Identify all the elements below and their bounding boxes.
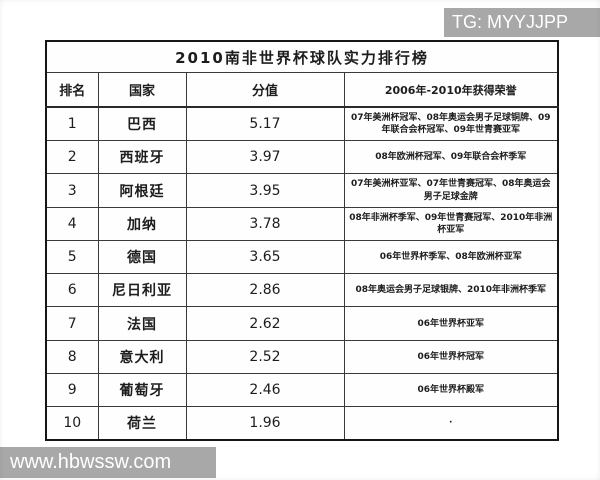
country-cell: 尼日利亚 (97, 273, 187, 308)
country-cell: 阿根廷 (97, 173, 187, 208)
table-row: 4 加纳 3.78 08年非洲杯季军、09年世青赛冠军、2010年非洲杯亚军 (45, 206, 559, 241)
watermark-top-text: TG: MYYJJPP (452, 12, 569, 32)
watermark-top-right: TG: MYYJJPP (444, 8, 600, 37)
country-cell: 意大利 (97, 339, 187, 374)
table-row: 2 西班牙 3.97 08年欧洲杯冠军、09年联合会杯季军 (45, 140, 559, 175)
table-row: 9 葡萄牙 2.46 06年世界杯殿军 (45, 372, 559, 408)
rank-cell: 4 (45, 206, 99, 241)
honors-cell: 07年美洲杯冠军、08年奥运会男子足球铜牌、09年联合会杯冠军、09年世青赛亚军 (343, 106, 559, 142)
honors-cell: 08年奥运会男子足球银牌、2010年非洲杯季军 (343, 273, 559, 308)
rank-cell: 10 (45, 406, 99, 441)
table-row: 7 法国 2.62 06年世界杯亚军 (45, 306, 559, 341)
watermark-bottom-text: www.hbwssw.com (10, 451, 172, 473)
table-row: 5 德国 3.65 06年世界杯季军、08年欧洲杯亚军 (45, 239, 559, 275)
country-cell: 西班牙 (97, 140, 187, 175)
country-cell: 加纳 (97, 206, 187, 241)
score-cell: 2.46 (185, 372, 345, 408)
score-cell: 3.65 (185, 239, 345, 275)
column-header-honors: 2006年-2010年获得荣誉 (343, 72, 559, 109)
rank-cell: 5 (45, 239, 99, 275)
rank-cell: 3 (45, 173, 99, 208)
honors-cell: 06年世界杯亚军 (343, 306, 559, 341)
table-title: 2010南非世界杯球队实力排行榜 (45, 40, 559, 74)
rank-cell: 8 (45, 339, 99, 374)
country-cell: 德国 (97, 239, 187, 275)
table-row: 6 尼日利亚 2.86 08年奥运会男子足球银牌、2010年非洲杯季军 (45, 273, 559, 308)
honors-cell: 06年世界杯冠军 (343, 339, 559, 374)
score-cell: 2.52 (185, 339, 345, 374)
table-title-row: 2010南非世界杯球队实力排行榜 (45, 40, 559, 74)
score-cell: 5.17 (185, 106, 345, 142)
table-row: 8 意大利 2.52 06年世界杯冠军 (45, 339, 559, 374)
ranking-table: 2010南非世界杯球队实力排行榜 排名 国家 分值 2006年-2010年获得荣… (45, 40, 559, 441)
watermark-bottom-left: www.hbwssw.com (0, 447, 216, 478)
column-header-country: 国家 (97, 72, 187, 109)
table-row: 10 荷兰 1.96 · (45, 406, 559, 441)
score-cell: 3.78 (185, 206, 345, 241)
table-header-row: 排名 国家 分值 2006年-2010年获得荣誉 (45, 72, 559, 109)
rank-cell: 9 (45, 372, 99, 408)
score-cell: 3.95 (185, 173, 345, 208)
column-header-score: 分值 (185, 72, 345, 109)
honors-cell: 06年世界杯季军、08年欧洲杯亚军 (343, 239, 559, 275)
column-header-rank: 排名 (45, 72, 99, 109)
country-cell: 法国 (97, 306, 187, 341)
score-cell: 2.86 (185, 273, 345, 308)
rank-cell: 7 (45, 306, 99, 341)
country-cell: 巴西 (97, 106, 187, 142)
rank-cell: 6 (45, 273, 99, 308)
country-cell: 葡萄牙 (97, 372, 187, 408)
honors-cell: · (343, 406, 559, 441)
honors-cell: 08年欧洲杯冠军、09年联合会杯季军 (343, 140, 559, 175)
table-row: 3 阿根廷 3.95 07年美洲杯亚军、07年世青赛冠军、08年奥运会男子足球金… (45, 173, 559, 208)
score-cell: 2.62 (185, 306, 345, 341)
score-cell: 1.96 (185, 406, 345, 441)
table-row: 1 巴西 5.17 07年美洲杯冠军、08年奥运会男子足球铜牌、09年联合会杯冠… (45, 106, 559, 142)
honors-cell: 08年非洲杯季军、09年世青赛冠军、2010年非洲杯亚军 (343, 206, 559, 241)
score-cell: 3.97 (185, 140, 345, 175)
rank-cell: 1 (45, 106, 99, 142)
honors-cell: 07年美洲杯亚军、07年世青赛冠军、08年奥运会男子足球金牌 (343, 173, 559, 208)
honors-cell: 06年世界杯殿军 (343, 372, 559, 408)
country-cell: 荷兰 (97, 406, 187, 441)
rank-cell: 2 (45, 140, 99, 175)
